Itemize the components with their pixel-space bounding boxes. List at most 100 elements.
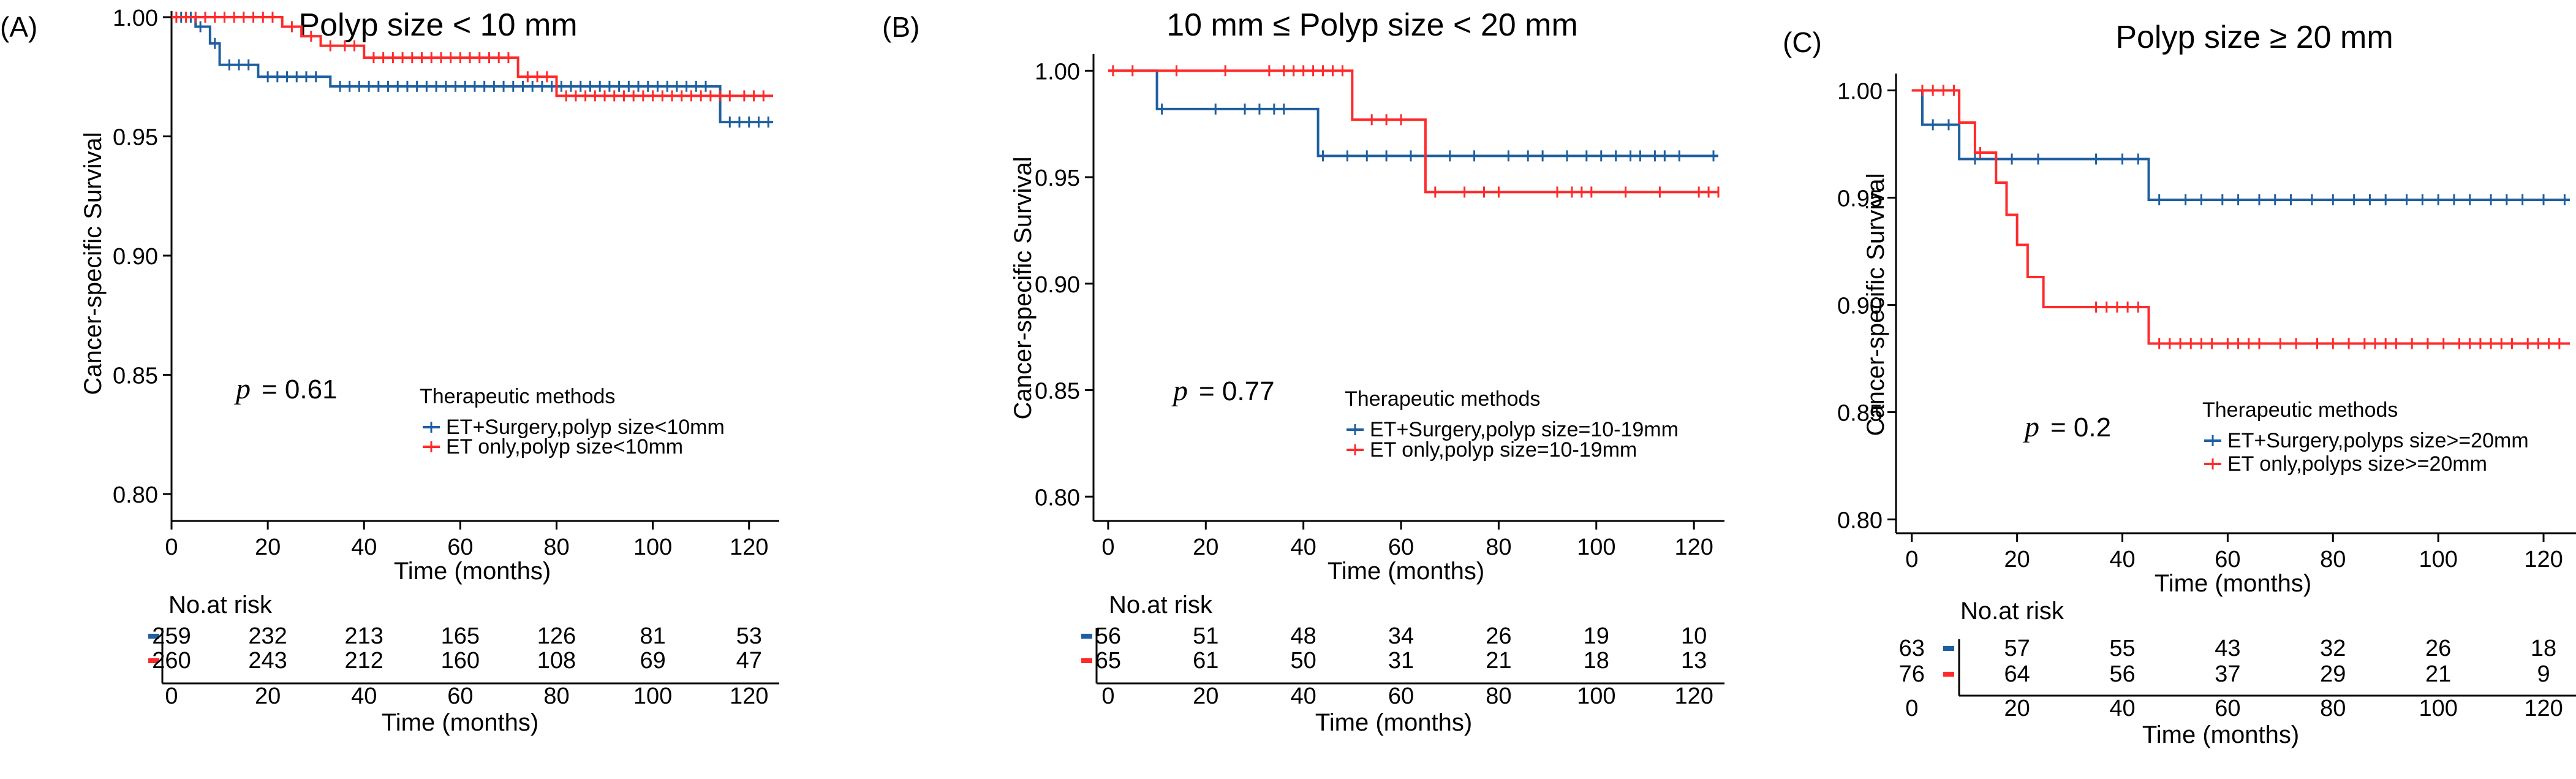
x-tick-label: 60: [2215, 547, 2240, 572]
risk-count: 43: [2215, 636, 2240, 661]
panel-label: (A): [0, 11, 37, 43]
risk-count: 61: [1193, 648, 1218, 674]
risk-count: 126: [537, 623, 576, 649]
risk-count: 26: [2425, 636, 2451, 661]
risk-x-tick-label: 100: [633, 683, 672, 709]
legend-entry: ET only,polyp size<10mm: [446, 435, 683, 458]
risk-count: 48: [1291, 623, 1316, 649]
y-tick-label: 0.85: [1837, 401, 1883, 427]
risk-count: 50: [1291, 648, 1316, 674]
panel-c: (C) Polyp size ≥ 20 mm 0.80 0.85 0.90 0.95 1.0…: [1783, 20, 2576, 748]
x-tick-label: 60: [1388, 534, 1414, 560]
legend-entry: ET only,polyps size>=20mm: [2227, 452, 2487, 476]
y-tick-label: 0.85: [113, 363, 158, 389]
x-tick-label: 120: [730, 534, 768, 560]
y-tick-label: 0.95: [1035, 165, 1080, 191]
risk-count: 53: [736, 623, 762, 649]
x-tick-label: 80: [543, 534, 569, 560]
p-value-label: p = 0.77: [1171, 374, 1275, 407]
y-tick-label: 0.90: [113, 244, 158, 270]
x-tick-label: 20: [255, 534, 281, 560]
legend-title: Therapeutic methods: [420, 385, 615, 408]
y-axis-label: Cancer-specific Survival: [1010, 156, 1037, 419]
risk-count: 34: [1388, 623, 1414, 649]
y-tick-label: 0.95: [1837, 186, 1883, 212]
chart-title: 10 mm ≤ Polyp size < 20 mm: [1166, 7, 1578, 43]
risk-count: 259: [152, 623, 191, 649]
risk-count: 51: [1193, 623, 1218, 649]
x-tick-label: 120: [1674, 534, 1713, 560]
risk-table-title: No.at risk: [168, 591, 273, 618]
legend-entry: ET+Surgery,polyp size=10-19mm: [1370, 418, 1679, 441]
risk-x-tick-label: 40: [351, 683, 377, 709]
risk-x-axis-label: Time (months): [382, 709, 538, 736]
risk-count: 26: [1486, 623, 1511, 649]
risk-count: 10: [1681, 623, 1707, 649]
legend-title: Therapeutic methods: [2202, 398, 2398, 422]
y-tick-label: 0.80: [113, 482, 158, 508]
x-tick-label: 0: [1101, 534, 1114, 560]
risk-count: 160: [441, 648, 480, 674]
risk-x-tick-label: 120: [2524, 696, 2563, 721]
risk-x-tick-label: 0: [1101, 683, 1114, 709]
risk-count: 213: [345, 623, 383, 649]
x-tick-label: 80: [2320, 547, 2346, 572]
risk-count: 47: [736, 648, 762, 674]
y-tick-label: 0.95: [113, 125, 158, 151]
y-tick-label: 1.00: [1035, 59, 1080, 85]
risk-count: 21: [1486, 648, 1511, 674]
risk-x-tick-label: 120: [1674, 683, 1713, 709]
risk-count: 57: [2004, 636, 2030, 661]
y-tick-label: 1.00: [1837, 79, 1883, 105]
risk-count: 21: [2425, 661, 2451, 687]
y-tick-label: 0.90: [1035, 272, 1080, 298]
risk-count: 108: [537, 648, 576, 674]
p-value: = 0.61: [262, 374, 338, 405]
p-symbol: p: [2023, 411, 2039, 443]
risk-x-tick-label: 60: [1388, 683, 1414, 709]
panel-a: (A) Polyp size < 10 mm 0.80 0.85 0.90 0.95 1.0…: [0, 6, 779, 736]
risk-count: 18: [1584, 648, 1609, 674]
p-value-label: p = 0.2: [2023, 411, 2111, 443]
x-axis-label: Time (months): [2155, 570, 2311, 597]
risk-count: 260: [152, 648, 191, 674]
x-axis-label: Time (months): [1328, 558, 1484, 585]
x-tick-label: 100: [1577, 534, 1615, 560]
risk-count: 32: [2320, 636, 2346, 661]
risk-count: 31: [1388, 648, 1414, 674]
risk-x-tick-label: 40: [1291, 683, 1316, 709]
risk-x-tick-label: 60: [447, 683, 473, 709]
risk-x-tick-label: 120: [730, 683, 768, 709]
x-tick-label: 120: [2524, 547, 2563, 572]
risk-x-tick-label: 20: [2004, 696, 2030, 721]
panel-b: (B) 10 mm ≤ Polyp size < 20 mm 0.80 0.85 0.9…: [882, 7, 1724, 736]
survival-curve-et-only: [1911, 89, 2570, 345]
risk-x-tick-label: 80: [2320, 696, 2346, 721]
risk-count: 63: [1899, 636, 1925, 661]
risk-count: 165: [441, 623, 480, 649]
p-symbol: p: [234, 373, 251, 405]
legend-title: Therapeutic methods: [1345, 387, 1540, 411]
x-tick-label: 100: [2419, 547, 2457, 572]
risk-x-tick-label: 80: [1486, 683, 1511, 709]
chart-title: Polyp size ≥ 20 mm: [2115, 20, 2393, 55]
risk-count: 29: [2320, 661, 2346, 687]
risk-x-tick-label: 60: [2215, 696, 2240, 721]
risk-count: 56: [2109, 661, 2135, 687]
risk-count: 64: [2004, 661, 2030, 687]
risk-count: 81: [640, 623, 665, 649]
x-tick-label: 100: [633, 534, 672, 560]
y-axis-label: Cancer-specific Survival: [1862, 173, 1889, 436]
x-tick-label: 0: [1905, 547, 1918, 572]
legend-entry: ET only,polyp size=10-19mm: [1370, 438, 1637, 462]
x-tick-label: 0: [165, 534, 178, 560]
risk-x-tick-label: 100: [2419, 696, 2457, 721]
risk-count: 9: [2537, 661, 2550, 687]
x-tick-label: 60: [447, 534, 473, 560]
risk-count: 69: [640, 648, 665, 674]
risk-count: 19: [1584, 623, 1609, 649]
risk-x-tick-label: 0: [165, 683, 178, 709]
risk-count: 65: [1095, 648, 1121, 674]
survival-curve-et-only: [1108, 69, 1718, 194]
